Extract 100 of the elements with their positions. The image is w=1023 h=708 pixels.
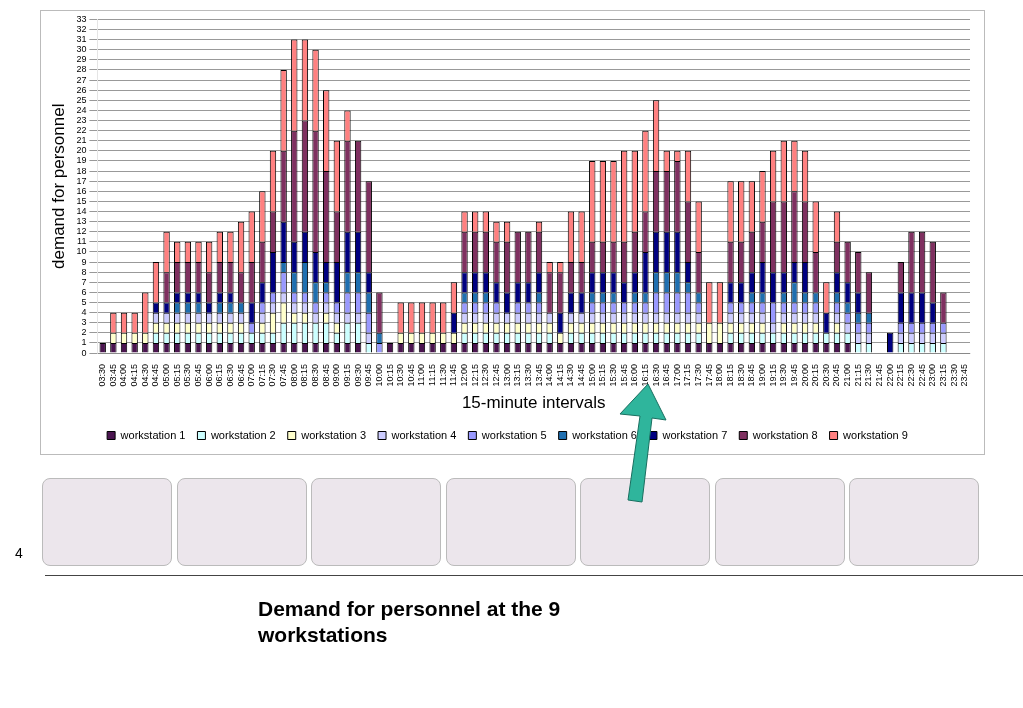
- y-tick-label: 14: [76, 206, 87, 216]
- y-tick-label: 15: [76, 195, 87, 206]
- x-tick-label: 17:00: [671, 364, 682, 387]
- x-tick-label: 14:00: [544, 364, 555, 387]
- x-tick-label: 16:45: [661, 364, 672, 387]
- x-tick-label: 10:45: [405, 364, 416, 387]
- x-tick-label: 15:00: [586, 364, 597, 387]
- x-tick-label: 21:15: [852, 364, 863, 387]
- x-tick-label: 12:45: [490, 364, 501, 387]
- x-tick-label: 23:30: [948, 364, 959, 387]
- y-tick-label: 27: [76, 74, 87, 85]
- x-tick-label: 06:00: [203, 364, 214, 387]
- x-tick-label: 23:45: [959, 364, 970, 387]
- x-tick-label: 07:45: [278, 364, 289, 387]
- legend-label: workstation 8: [751, 428, 818, 441]
- x-tick-label: 17:45: [703, 364, 714, 387]
- y-tick-label: 3: [81, 317, 87, 328]
- legend-label: workstation 9: [842, 428, 908, 441]
- legend-label: workstation 4: [390, 428, 457, 441]
- x-tick-label: 21:45: [874, 364, 885, 387]
- legend-label: workstation 5: [480, 428, 547, 441]
- x-tick-label: 07:30: [267, 364, 278, 387]
- y-tick-label: 33: [76, 13, 87, 24]
- x-axis-title: 15-minute intervals: [461, 393, 606, 413]
- legend-label: workstation 1: [119, 428, 186, 441]
- y-tick-label: 0: [81, 347, 87, 358]
- x-tick-label: 20:45: [831, 364, 842, 387]
- x-tick-label: 11:45: [448, 364, 459, 386]
- y-tick-label: 4: [81, 307, 87, 318]
- x-tick-label: 23:15: [937, 364, 948, 387]
- x-tick-label: 21:00: [842, 364, 853, 387]
- y-tick-label: 9: [81, 256, 87, 267]
- x-tick-label: 22:00: [884, 364, 895, 387]
- x-tick-label: 13:45: [533, 364, 544, 387]
- x-tick-label: 07:15: [256, 364, 267, 387]
- x-tick-label: 19:00: [756, 364, 767, 387]
- x-tick-label: 20:30: [820, 364, 831, 387]
- y-tick-label: 6: [81, 286, 87, 297]
- x-tick-label: 12:15: [469, 364, 480, 387]
- y-tick-label: 2: [81, 327, 87, 338]
- y-tick-label: 26: [76, 84, 87, 95]
- x-tick-label: 13:15: [512, 364, 523, 387]
- x-tick-label: 15:45: [618, 364, 629, 387]
- x-tick-label: 17:30: [693, 364, 704, 387]
- x-tick-label: 10:00: [373, 364, 384, 387]
- x-tick-label: 20:00: [799, 364, 810, 387]
- x-tick-label: 21:30: [863, 364, 874, 387]
- y-tick-label: 24: [76, 104, 87, 115]
- y-tick-label: 1: [81, 337, 87, 348]
- x-tick-label: 18:00: [714, 364, 725, 387]
- x-tick-label: 12:30: [480, 364, 491, 387]
- x-tick-label: 19:45: [788, 364, 799, 387]
- x-tick-label: 13:30: [522, 364, 533, 387]
- x-tick-label: 10:30: [395, 364, 406, 387]
- x-tick-label: 05:15: [171, 364, 182, 387]
- x-tick-label: 18:15: [725, 364, 736, 387]
- legend-label: workstation 7: [661, 428, 728, 441]
- y-axis-title: demand for personnel: [48, 103, 68, 269]
- x-tick-label: 20:15: [810, 364, 821, 387]
- x-tick-label: 09:45: [363, 364, 374, 387]
- x-tick-label: 13:00: [501, 364, 512, 387]
- x-tick-label: 11:30: [437, 364, 448, 386]
- x-tick-label: 14:45: [576, 364, 587, 387]
- y-tick-label: 5: [81, 297, 87, 308]
- x-tick-label: 19:15: [767, 364, 778, 387]
- x-tick-label: 10:15: [384, 364, 395, 387]
- y-tick-label: 28: [76, 64, 87, 75]
- y-tick-label: 21: [76, 135, 87, 146]
- y-tick-label: 30: [76, 44, 87, 55]
- x-tick-label: 18:30: [735, 364, 746, 387]
- x-tick-label: 04:30: [139, 364, 150, 387]
- x-tick-label: 18:45: [746, 364, 757, 387]
- x-tick-label: 14:30: [565, 364, 576, 387]
- x-tick-label: 08:00: [288, 364, 299, 387]
- legend-label: workstation 2: [209, 428, 276, 441]
- y-tick-label: 32: [76, 24, 87, 34]
- x-tick-label: 23:00: [927, 364, 938, 387]
- x-tick-label: 11:15: [427, 364, 438, 386]
- x-tick-label: 06:30: [224, 364, 235, 387]
- x-tick-label: 06:15: [214, 364, 225, 387]
- text: Demand for personnel at the 9 workstations: [258, 596, 562, 648]
- x-tick-label: 06:45: [235, 364, 246, 387]
- x-tick-label: 15:30: [608, 364, 618, 387]
- y-tick-label: 23: [76, 115, 87, 125]
- y-tick-label: 17: [76, 175, 87, 186]
- x-tick-label: 03:30: [97, 364, 108, 387]
- x-tick-label: 03:45: [107, 364, 118, 387]
- x-tick-label: 12:00: [459, 364, 470, 387]
- y-tick-label: 22: [76, 125, 87, 136]
- y-tick-label: 11: [77, 236, 87, 247]
- text: 4: [15, 545, 23, 561]
- y-tick-label: 31: [76, 34, 87, 45]
- x-tick-label: 22:30: [905, 364, 916, 387]
- y-tick-label: 20: [76, 145, 87, 156]
- x-tick-label: 04:45: [150, 364, 161, 387]
- y-tick-label: 12: [76, 226, 87, 237]
- x-tick-label: 11:00: [416, 364, 427, 386]
- x-tick-label: 22:15: [895, 364, 906, 387]
- legend-label: workstation 6: [571, 428, 637, 441]
- x-tick-label: 05:30: [182, 364, 193, 387]
